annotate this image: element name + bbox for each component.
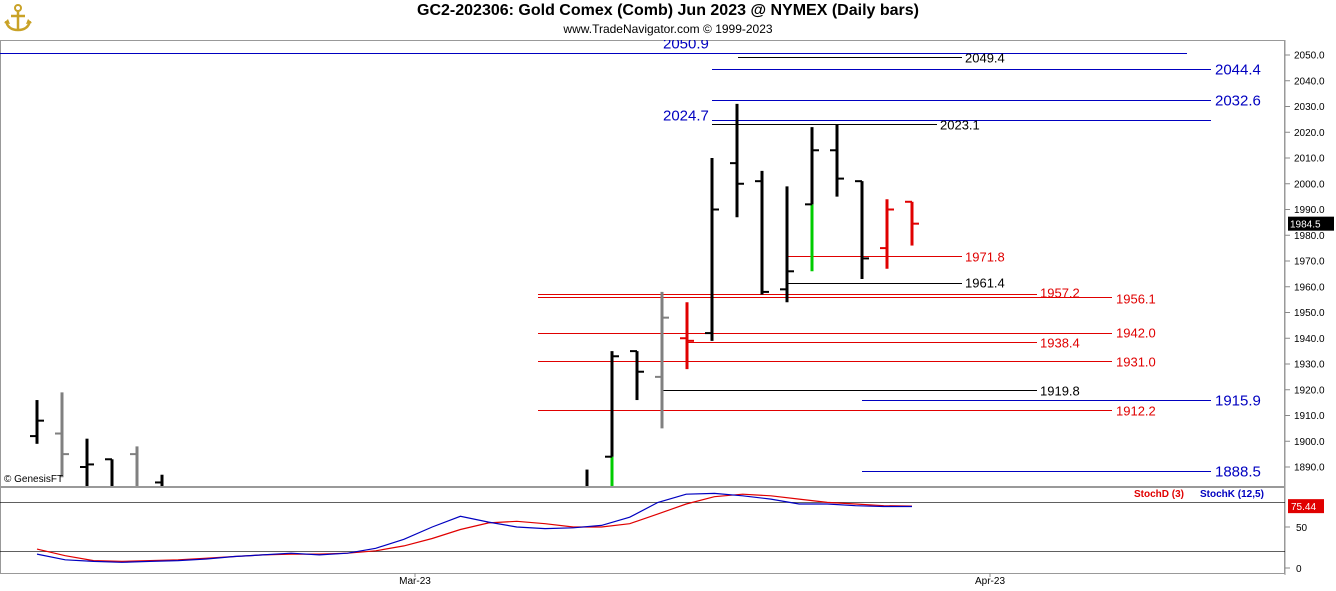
- price-tick-label: 1930.0: [1294, 360, 1325, 371]
- level-label: 2032.6: [1215, 93, 1261, 110]
- oscillator-panel-frame: [0, 487, 1285, 574]
- level-label: 1919.8: [1040, 384, 1080, 399]
- price-tick-label: 1940.0: [1294, 334, 1325, 345]
- chart-subtitle: www.TradeNavigator.com © 1999-2023: [563, 22, 773, 36]
- price-tick-label: 1890.0: [1294, 463, 1325, 474]
- date-tick-label: Mar-23: [399, 576, 431, 587]
- date-tick-label: Apr-23: [975, 576, 1005, 587]
- price-tick-label: 2040.0: [1294, 76, 1325, 87]
- ohlc-bar: [105, 458, 114, 486]
- ohlc-bar: [855, 180, 869, 280]
- price-tick-label: 1960.0: [1294, 282, 1325, 293]
- ohlc-bar: [905, 200, 919, 246]
- price-tick-label: 1970.0: [1294, 257, 1325, 268]
- ohlc-bar: [655, 291, 669, 429]
- ohlc-bar: [605, 351, 619, 486]
- price-tick-label: 1900.0: [1294, 437, 1325, 448]
- price-tick-label: 1990.0: [1294, 205, 1325, 216]
- ohlc-bar: [680, 302, 694, 370]
- ohlc-bar: [30, 400, 44, 444]
- osc-series-line: [36, 492, 912, 563]
- price-tick-label: 2020.0: [1294, 128, 1325, 139]
- ohlc-bar: [780, 186, 794, 303]
- level-label: 2023.1: [940, 118, 980, 133]
- ohlc-bar: [880, 199, 894, 269]
- level-label: 1957.2: [1040, 286, 1080, 301]
- price-tick-label: 2050.0: [1294, 51, 1325, 62]
- legend-stochk: StochK (12,5): [1200, 489, 1264, 500]
- level-label: 2049.4: [965, 51, 1005, 66]
- ohlc-bar: [755, 170, 769, 295]
- level-label: 1888.5: [1215, 464, 1261, 481]
- ohlc-bar: [55, 392, 69, 478]
- ohlc-bar: [805, 127, 819, 272]
- price-tick-label: 1980.0: [1294, 231, 1325, 242]
- price-tick-label: 1910.0: [1294, 411, 1325, 422]
- osc-tick-label: 0: [1296, 564, 1302, 575]
- price-panel-frame: [0, 40, 1285, 487]
- level-label: 1915.9: [1215, 393, 1261, 410]
- data-credit: © GenesisFT: [4, 474, 64, 485]
- level-label: 1971.8: [965, 250, 1005, 265]
- last-price-box: [1288, 216, 1334, 231]
- price-bars: [30, 103, 919, 486]
- osc-last-box: [1288, 499, 1324, 514]
- level-label: 1956.1: [1116, 292, 1156, 307]
- price-tick-label: 2010.0: [1294, 154, 1325, 165]
- legend-stochd: StochD (3): [1134, 489, 1184, 500]
- price-tick-label: 1920.0: [1294, 385, 1325, 396]
- ohlc-bar: [705, 158, 719, 341]
- date-axis: Mar-23 Apr-23: [399, 573, 1005, 587]
- osc-series-line: [36, 493, 913, 563]
- osc-tick-label: 50: [1296, 523, 1308, 534]
- ohlc-bar: [830, 124, 844, 197]
- level-label: 1912.2: [1116, 404, 1156, 419]
- level-label: 1938.4: [1040, 336, 1080, 351]
- stochastic-panel: 50 0 75.44: [0, 492, 1324, 575]
- level-label: 2024.7: [663, 108, 709, 125]
- level-label: 1942.0: [1116, 326, 1156, 341]
- ohlc-bar: [80, 438, 94, 486]
- ohlc-bar: [630, 350, 644, 401]
- level-label: 1931.0: [1116, 355, 1156, 370]
- price-tick-label: 1950.0: [1294, 308, 1325, 319]
- price-tick-label: 2000.0: [1294, 179, 1325, 190]
- ohlc-bar: [730, 103, 744, 218]
- price-tick-label: 2030.0: [1294, 102, 1325, 113]
- ohlc-bar: [130, 446, 139, 486]
- price-axis: 2050.0 2040.0 2030.0 2020.0 2010.0 2000.0 1990…: [1285, 51, 1334, 474]
- chart-title: GC2-202306: Gold Comex (Comb) Jun 2023 @…: [417, 2, 919, 19]
- osc-last-label: 75.44: [1291, 502, 1316, 513]
- last-price-label: 1984.5: [1290, 220, 1321, 231]
- anchor-logo-icon: [4, 4, 32, 32]
- level-label: 2044.4: [1215, 62, 1261, 79]
- ohlc-bar: [155, 474, 164, 486]
- price-levels: 2050.92049.42044.42032.62024.72023.11971…: [0, 36, 1261, 481]
- title-bar: GC2-202306: Gold Comex (Comb) Jun 2023 @…: [0, 0, 1336, 40]
- level-label: 1961.4: [965, 276, 1005, 291]
